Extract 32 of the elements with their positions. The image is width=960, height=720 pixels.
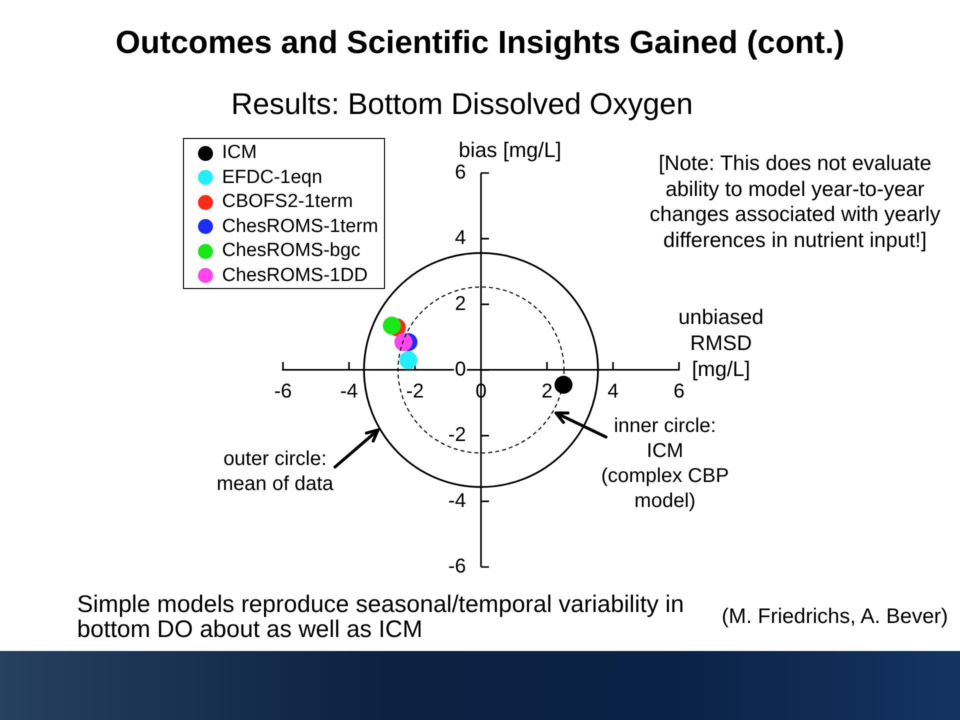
x-tick-label: 2	[541, 380, 553, 403]
chart-title: Outcomes and Scientific Insights Gained (cont.)	[114, 24, 846, 60]
point	[394, 333, 412, 352]
y-tick-label: -4	[448, 490, 466, 512]
chart-subtitle: Results: Bottom Dissolved Oxygen	[230, 88, 694, 122]
annotation: outer circle: mean of data	[216, 447, 334, 497]
x-tick-label: -6	[274, 380, 292, 403]
annotation: inner circle: ICM (complex CBP model)	[600, 414, 730, 514]
y-tick-label: -6	[448, 556, 466, 578]
y-tick-label: -2	[448, 424, 466, 446]
legend-label: ChesROMS-bgc	[222, 240, 360, 262]
point	[382, 316, 401, 335]
text: (M. Friedrichs, A. Bever)	[722, 605, 948, 628]
y-tick-label: 6	[454, 162, 466, 184]
y-tick-label: 0	[454, 358, 466, 381]
legend-label: ChesROMS-1DD	[222, 264, 368, 287]
legend-label: ICM	[222, 142, 257, 164]
y-axis-title: bias [mg/L]	[458, 138, 562, 162]
x-tick-label: 6	[673, 380, 685, 403]
legend-label: CBOFS2-1term	[222, 191, 353, 214]
text: Simple models reproduce seasonal/temporal variability in bottom DO about as well as ICM	[77, 591, 684, 643]
y-tick-label: 4	[454, 227, 466, 250]
legend-label: EFDC-1eqn	[222, 166, 322, 189]
y-tick-label: 2	[454, 292, 466, 315]
annotation: [Note: This does not evaluate ability to model year-to-year changes associated with yearly differences in nutrient input!]	[648, 151, 942, 253]
x-tick-label: 4	[607, 380, 619, 403]
x-tick-label: -4	[340, 380, 358, 403]
point	[399, 351, 418, 370]
x-tick-label: -2	[406, 380, 424, 403]
x-axis-title: unbiased RMSD [mg/L]	[678, 306, 764, 381]
legend-label: ChesROMS-1term	[222, 216, 378, 238]
point	[554, 376, 572, 394]
